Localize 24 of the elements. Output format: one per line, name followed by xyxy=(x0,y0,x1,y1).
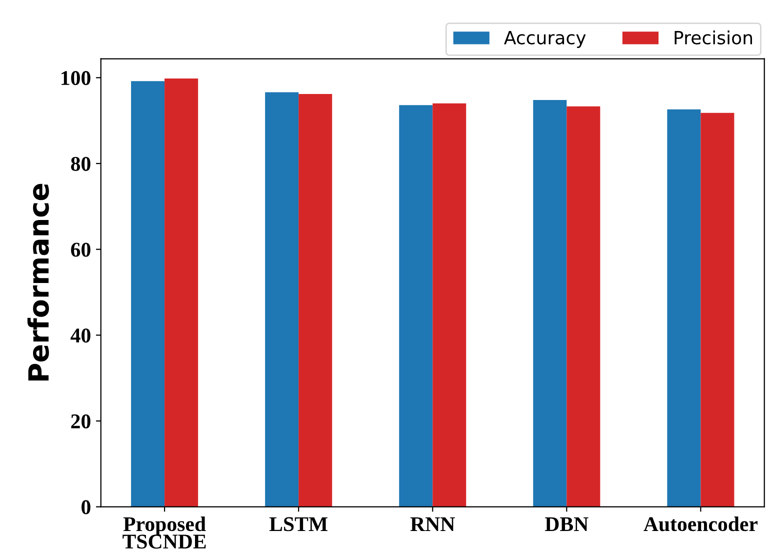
bar xyxy=(533,100,567,507)
bar xyxy=(566,106,600,507)
x-tick-label: RNN xyxy=(410,517,455,531)
legend-label: Accuracy xyxy=(504,31,586,48)
x-tick-label: Autoencoder xyxy=(644,516,758,532)
bar xyxy=(298,94,332,507)
y-tick-label: 100 xyxy=(62,71,90,86)
y-tick-label: 80 xyxy=(71,156,90,171)
x-tick-label: DBN xyxy=(545,517,588,532)
bar xyxy=(131,81,165,507)
bar xyxy=(265,92,299,507)
y-tick-label: 0 xyxy=(82,500,90,514)
bar xyxy=(432,103,466,507)
bar xyxy=(667,109,701,507)
bar xyxy=(164,78,198,507)
y-axis-title: Performance xyxy=(27,184,49,381)
bar xyxy=(700,112,734,507)
bar xyxy=(399,105,433,507)
legend-label: Precision xyxy=(674,30,752,44)
y-tick-label: 40 xyxy=(70,328,90,343)
x-tick-label: Proposed TSCNDE xyxy=(122,516,206,549)
y-tick-label: 20 xyxy=(71,414,90,428)
x-tick-label: LSTM xyxy=(269,517,328,532)
y-tick-label: 60 xyxy=(71,242,90,257)
